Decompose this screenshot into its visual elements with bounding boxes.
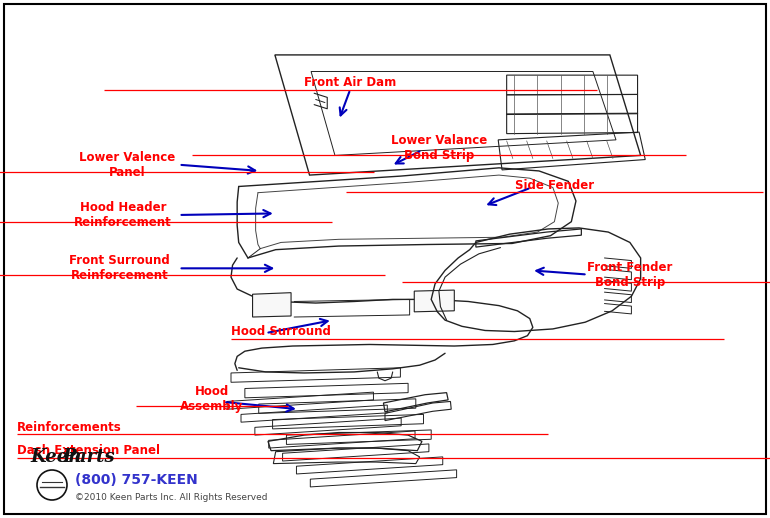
Text: Front Surround
Reinforcement: Front Surround Reinforcement: [69, 254, 169, 282]
Text: Hood
Assembly: Hood Assembly: [180, 385, 243, 413]
Polygon shape: [414, 290, 454, 312]
Text: Reinforcements: Reinforcements: [17, 421, 122, 434]
Text: (800) 757-KEEN: (800) 757-KEEN: [75, 473, 198, 487]
Text: Front Air Dam: Front Air Dam: [304, 76, 397, 90]
Text: Side Fender: Side Fender: [515, 179, 594, 192]
Text: Front Fender
Bond Strip: Front Fender Bond Strip: [588, 261, 672, 289]
Text: Lower Valence
Panel: Lower Valence Panel: [79, 151, 176, 179]
Text: Keen: Keen: [30, 448, 82, 466]
Text: Hood Header
Reinforcement: Hood Header Reinforcement: [75, 201, 172, 229]
Polygon shape: [253, 293, 291, 317]
Text: Hood Surround: Hood Surround: [231, 325, 331, 338]
Text: ©2010 Keen Parts Inc. All Rights Reserved: ©2010 Keen Parts Inc. All Rights Reserve…: [75, 493, 267, 501]
Text: Dash Extension Panel: Dash Extension Panel: [17, 444, 160, 457]
Circle shape: [37, 470, 67, 500]
Text: Parts: Parts: [62, 448, 115, 466]
Text: Lower Valance
Bond Strip: Lower Valance Bond Strip: [390, 134, 487, 162]
